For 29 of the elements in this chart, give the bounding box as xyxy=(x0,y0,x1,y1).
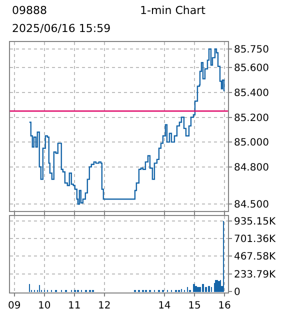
y-tick-label: 233.79K xyxy=(234,269,276,280)
x-tick-label: 12 xyxy=(98,300,111,312)
y-tick-label: 85.750 xyxy=(234,44,269,56)
bar xyxy=(198,286,201,292)
x-tick-label: 11 xyxy=(68,300,81,312)
bar xyxy=(192,284,195,292)
chart-title: 09888 xyxy=(12,4,47,17)
x-tick-label: 15 xyxy=(188,300,201,312)
bar xyxy=(208,286,210,292)
x-tick-label: 09 xyxy=(8,300,21,312)
text: 2025/06/16 15:59 xyxy=(12,22,111,35)
y-tick-label: 84.800 xyxy=(234,162,269,174)
x-tick-label: 14 xyxy=(158,300,171,312)
y-tick-label: 935.15K xyxy=(234,216,276,228)
x-tick-label: 10 xyxy=(38,300,51,312)
y-tick-label: 85.000 xyxy=(234,138,269,149)
y-tick-label: 85.200 xyxy=(234,112,269,124)
y-tick-label: 0 xyxy=(234,287,240,298)
y-tick-label: 467.58K xyxy=(234,252,276,263)
chart-subtitle: 1-min Chart xyxy=(140,4,206,17)
bar xyxy=(202,284,204,292)
y-tick-label: 85.600 xyxy=(234,63,269,74)
y-tick-label: 85.400 xyxy=(234,88,269,99)
bar xyxy=(204,286,207,292)
y-tick-label: 701.36K xyxy=(234,234,276,245)
bar xyxy=(194,286,197,292)
bar xyxy=(196,286,199,292)
x-tick-label: 16 xyxy=(218,300,231,312)
y-tick-label: 84.500 xyxy=(234,200,269,211)
